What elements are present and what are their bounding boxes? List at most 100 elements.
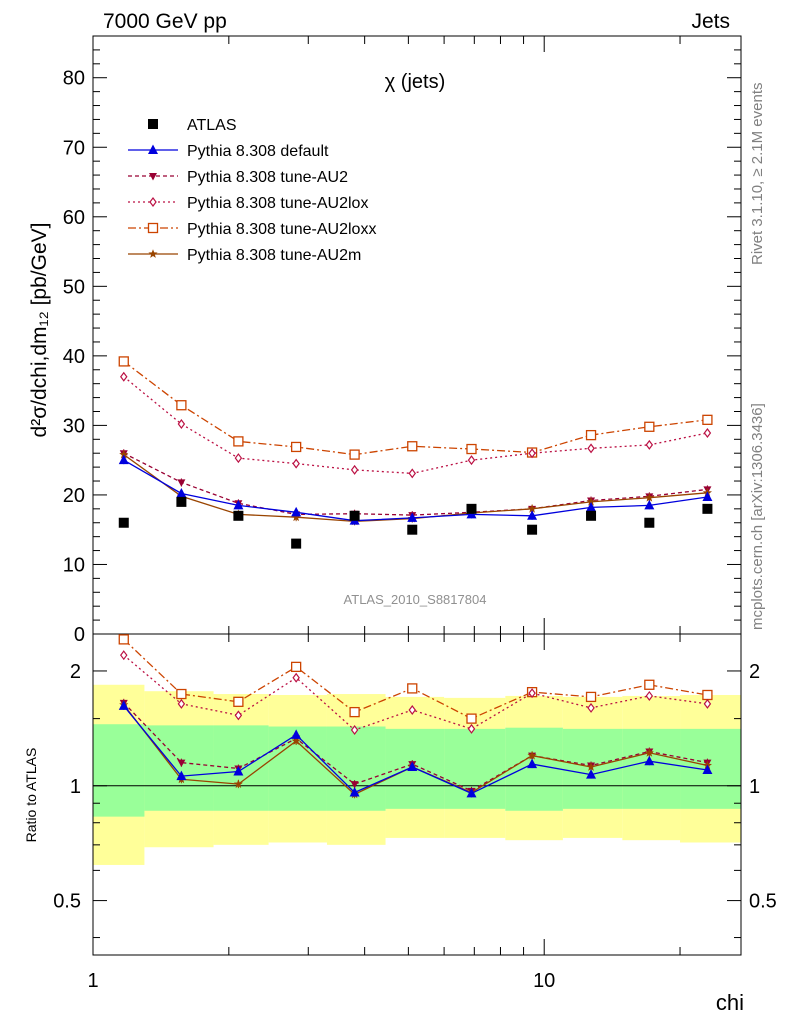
atlas-point — [644, 517, 655, 528]
ratio-data-point — [586, 769, 597, 779]
legend-label: Pythia 8.308 tune-AU2 — [187, 169, 348, 186]
y-tick-label: 30 — [63, 415, 85, 437]
ratio-data-point — [407, 761, 418, 772]
ratio-data-point — [586, 762, 596, 771]
series-line — [123, 459, 708, 522]
legend-marker — [148, 144, 158, 154]
legend-marker — [148, 249, 158, 258]
atlas-point — [466, 503, 477, 514]
atlas-point — [586, 510, 597, 521]
ratio-data-point — [467, 723, 476, 734]
y-tick-label: 80 — [63, 68, 85, 90]
data-point — [527, 504, 537, 513]
data-point — [527, 510, 538, 520]
data-point — [407, 441, 418, 452]
ratio-y-tick-label: 1 — [70, 776, 81, 798]
legend-marker — [149, 197, 157, 207]
ratio-data-point — [408, 705, 417, 716]
ratio-y-tick-label: 0.5 — [53, 891, 81, 913]
ratio-data-point — [118, 634, 129, 645]
header-right: Jets — [691, 10, 730, 33]
ratio-data-point — [291, 729, 302, 739]
y-tick-label: 70 — [63, 137, 85, 159]
ratio-data-point — [644, 748, 654, 757]
ratio-data-point — [176, 688, 187, 700]
uncertainty-band-inner — [144, 725, 214, 811]
ratio-data-point — [177, 698, 186, 709]
ratio-data-point — [292, 672, 300, 683]
header-left: 7000 GeV pp — [103, 10, 227, 33]
ratio-data-point — [233, 779, 243, 788]
ratio-data-point — [703, 698, 712, 709]
ratio-data-point — [644, 679, 655, 690]
data-point — [702, 414, 713, 425]
ratio-data-point — [407, 683, 418, 694]
ratio-data-point — [118, 700, 129, 710]
ratio-data-point — [177, 759, 186, 768]
data-point — [585, 429, 597, 441]
data-point — [233, 499, 244, 510]
data-point — [291, 441, 302, 453]
data-point — [408, 468, 417, 479]
ratio-plot-frame — [92, 633, 742, 956]
data-point — [645, 439, 654, 450]
ratio-data-point — [644, 755, 655, 766]
ratio-y-tick-label: 0.5 — [749, 891, 777, 913]
y-tick-label: 0 — [74, 624, 85, 646]
chart-title: χ (jets) — [385, 71, 446, 93]
data-point — [528, 448, 536, 459]
ratio-panel: 0.5 0.5 1 1 2 2 1 10 — [53, 633, 777, 992]
data-point — [586, 501, 597, 512]
data-point — [466, 443, 477, 455]
data-point — [120, 371, 128, 382]
ratio-data-point — [350, 725, 359, 736]
ratio-series-line — [123, 702, 708, 792]
legend-marker — [149, 173, 157, 181]
mcplots-label: mcplots.cern.ch [arXiv:1306.3436] — [749, 403, 766, 630]
ratio-data-point — [233, 765, 244, 776]
analysis-annotation: ATLAS_2010_S8817804 — [344, 592, 487, 607]
ratio-data-point — [233, 696, 244, 707]
ratio-data-point — [702, 764, 713, 774]
data-point — [234, 453, 243, 464]
data-point — [177, 479, 186, 487]
y-axis-label: d²σ/dchi,dm₁₂ [pb/GeV] — [28, 223, 51, 438]
legend-label: Pythia 8.308 default — [187, 143, 329, 160]
data-point — [407, 512, 418, 522]
atlas-point — [527, 524, 538, 535]
atlas-point — [702, 503, 713, 514]
ratio-data-point — [349, 706, 360, 718]
data-point — [118, 454, 129, 465]
data-point — [291, 512, 301, 522]
data-point — [176, 400, 187, 411]
ratio-data-point — [702, 689, 713, 701]
legend: ATLAS Pythia 8.308 default Pythia 8.308 tu… — [128, 117, 376, 264]
y-tick-label: 40 — [63, 346, 85, 368]
data-point — [176, 488, 187, 498]
ratio-data-point — [120, 650, 128, 661]
data-point — [586, 497, 596, 506]
ratio-data-point — [527, 750, 537, 760]
ratio-data-point — [466, 713, 477, 724]
uncertainty-band-inner — [622, 728, 681, 809]
main-panel: 0 10 20 30 40 50 60 70 80 — [63, 35, 742, 646]
uncertainty-band-inner — [93, 724, 145, 817]
uncertainty-band-inner — [505, 727, 563, 811]
ratio-data-point — [645, 690, 654, 701]
legend-label: Pythia 8.308 tune-AU2lox — [187, 195, 368, 212]
ratio-y-axis-label: Ratio to ATLAS — [23, 748, 39, 843]
atlas-point — [176, 496, 187, 507]
legend-marker — [147, 222, 159, 234]
atlas-point — [407, 524, 418, 535]
data-point — [644, 499, 655, 510]
ratio-data-point — [291, 736, 301, 745]
x-tick-label: 1 — [87, 970, 98, 992]
data-point — [292, 458, 300, 469]
ratio-data-point — [466, 787, 477, 798]
series-line — [123, 454, 708, 523]
legend-label: Pythia 8.308 tune-AU2m — [187, 247, 361, 264]
data-point — [703, 428, 712, 439]
atlas-point — [349, 510, 360, 521]
legend-marker — [148, 119, 158, 129]
